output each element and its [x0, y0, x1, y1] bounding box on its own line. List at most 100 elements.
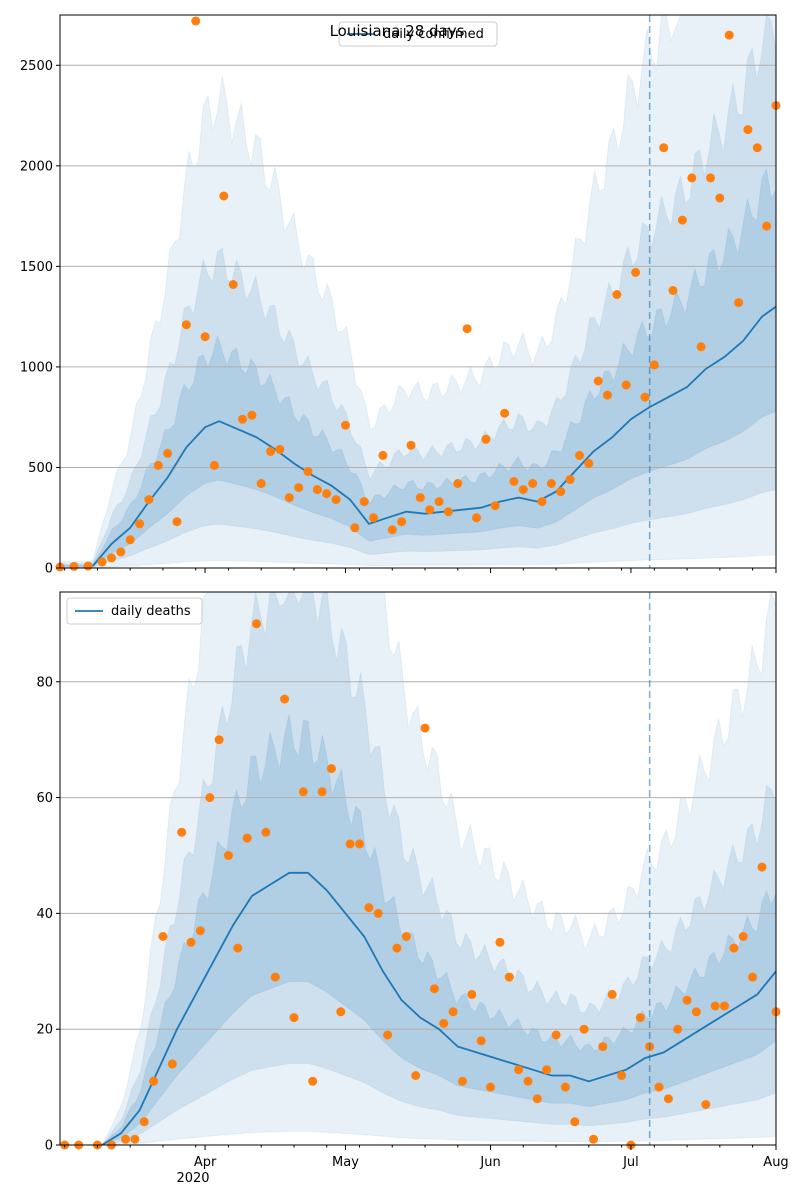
- data-point: [504, 972, 514, 982]
- data-point: [294, 483, 304, 493]
- data-point: [252, 619, 261, 629]
- data-point: [298, 787, 308, 797]
- legend-label-daily-confirmed: daily confirmed: [383, 27, 484, 42]
- data-point: [369, 513, 378, 523]
- data-point: [542, 1065, 552, 1075]
- data-point: [387, 525, 397, 535]
- legend-box: [338, 21, 498, 47]
- data-point: [720, 1001, 729, 1011]
- data-point: [345, 839, 355, 849]
- confirmed-panel: 0 500 1000 1500 2000 2500 daily confirmed Lou…: [20, 13, 781, 577]
- data-point: [97, 557, 107, 567]
- data-point: [495, 937, 505, 947]
- x-year-label: 2020: [176, 1171, 209, 1186]
- data-point: [556, 487, 566, 497]
- data-point: [691, 1007, 701, 1017]
- data-point: [448, 1007, 458, 1017]
- y-tick-label: 60: [36, 791, 53, 806]
- data-point: [364, 903, 374, 913]
- data-point: [570, 1117, 580, 1127]
- data-point: [153, 460, 163, 470]
- x-tick-label: Apr: [194, 1155, 217, 1170]
- data-point: [682, 995, 692, 1005]
- data-point: [125, 535, 135, 545]
- data-point: [532, 1094, 542, 1104]
- data-point: [579, 1024, 589, 1034]
- data-point: [172, 517, 182, 527]
- data-point: [518, 485, 528, 495]
- x-tick-label: Jul: [622, 1155, 639, 1170]
- data-point: [158, 932, 168, 941]
- data-point: [378, 450, 388, 460]
- data-point: [715, 193, 725, 203]
- data-point: [668, 286, 678, 295]
- data-point: [514, 1065, 524, 1075]
- data-point: [612, 290, 622, 299]
- plot-frame: [59, 14, 777, 569]
- data-point: [326, 764, 336, 774]
- y-tick-label: 20: [36, 1023, 53, 1038]
- data-point: [509, 477, 519, 486]
- data-point: [406, 440, 416, 450]
- data-point: [734, 298, 744, 308]
- data-point: [537, 497, 547, 507]
- data-point: [425, 505, 435, 515]
- data-point: [219, 191, 229, 201]
- data-point: [757, 862, 767, 872]
- data-point: [401, 932, 411, 941]
- data-point: [209, 460, 219, 470]
- data-point: [303, 467, 313, 476]
- data-point: [233, 943, 243, 953]
- data-point: [458, 1076, 467, 1086]
- data-point: [224, 851, 233, 860]
- data-point: [149, 1076, 159, 1086]
- data-point: [551, 1030, 561, 1040]
- legend: daily deaths: [66, 597, 203, 625]
- x-tick-label: Jun: [479, 1155, 500, 1170]
- data-point: [341, 420, 350, 430]
- data-point: [575, 450, 584, 460]
- data-point: [710, 1001, 720, 1011]
- data-point: [308, 1076, 318, 1086]
- data-point: [565, 475, 575, 484]
- data-point: [289, 1013, 299, 1023]
- data-point: [107, 553, 116, 563]
- data-point: [397, 517, 407, 527]
- data-point: [275, 444, 285, 454]
- data-point: [701, 1100, 711, 1109]
- y-tick-label: 80: [36, 675, 53, 690]
- data-point: [654, 1082, 664, 1092]
- data-point: [242, 833, 252, 843]
- data-point: [331, 495, 341, 505]
- data-point: [336, 1007, 346, 1017]
- data-point: [238, 414, 247, 424]
- chart-title: Louisiana 28 days: [330, 22, 465, 40]
- data-point: [355, 839, 364, 849]
- deaths-panel: 0 20 40 60 80 Apr May Jun Jul Aug daily deaths: [36, 590, 789, 1170]
- data-point: [163, 448, 173, 458]
- data-point: [429, 984, 439, 994]
- data-point: [186, 937, 196, 947]
- data-point: [420, 723, 430, 733]
- data-point: [200, 332, 210, 342]
- data-point: [256, 479, 266, 488]
- median-line: [101, 871, 777, 1146]
- data-point: [205, 793, 215, 803]
- data-point: [317, 787, 327, 797]
- data-point: [603, 390, 612, 400]
- data-point: [383, 1030, 393, 1040]
- data-point: [635, 1013, 645, 1023]
- data-point: [121, 1134, 130, 1144]
- data-point: [116, 547, 126, 557]
- data-point: [312, 485, 322, 495]
- legend-box: [66, 597, 203, 625]
- data-point: [752, 143, 762, 153]
- data-point: [546, 479, 556, 488]
- data-point: [462, 324, 472, 334]
- y-tick-label: 40: [36, 907, 53, 922]
- data-point: [762, 221, 772, 231]
- data-point: [696, 342, 706, 352]
- data-point: [476, 1036, 486, 1046]
- data-point: [130, 1134, 140, 1144]
